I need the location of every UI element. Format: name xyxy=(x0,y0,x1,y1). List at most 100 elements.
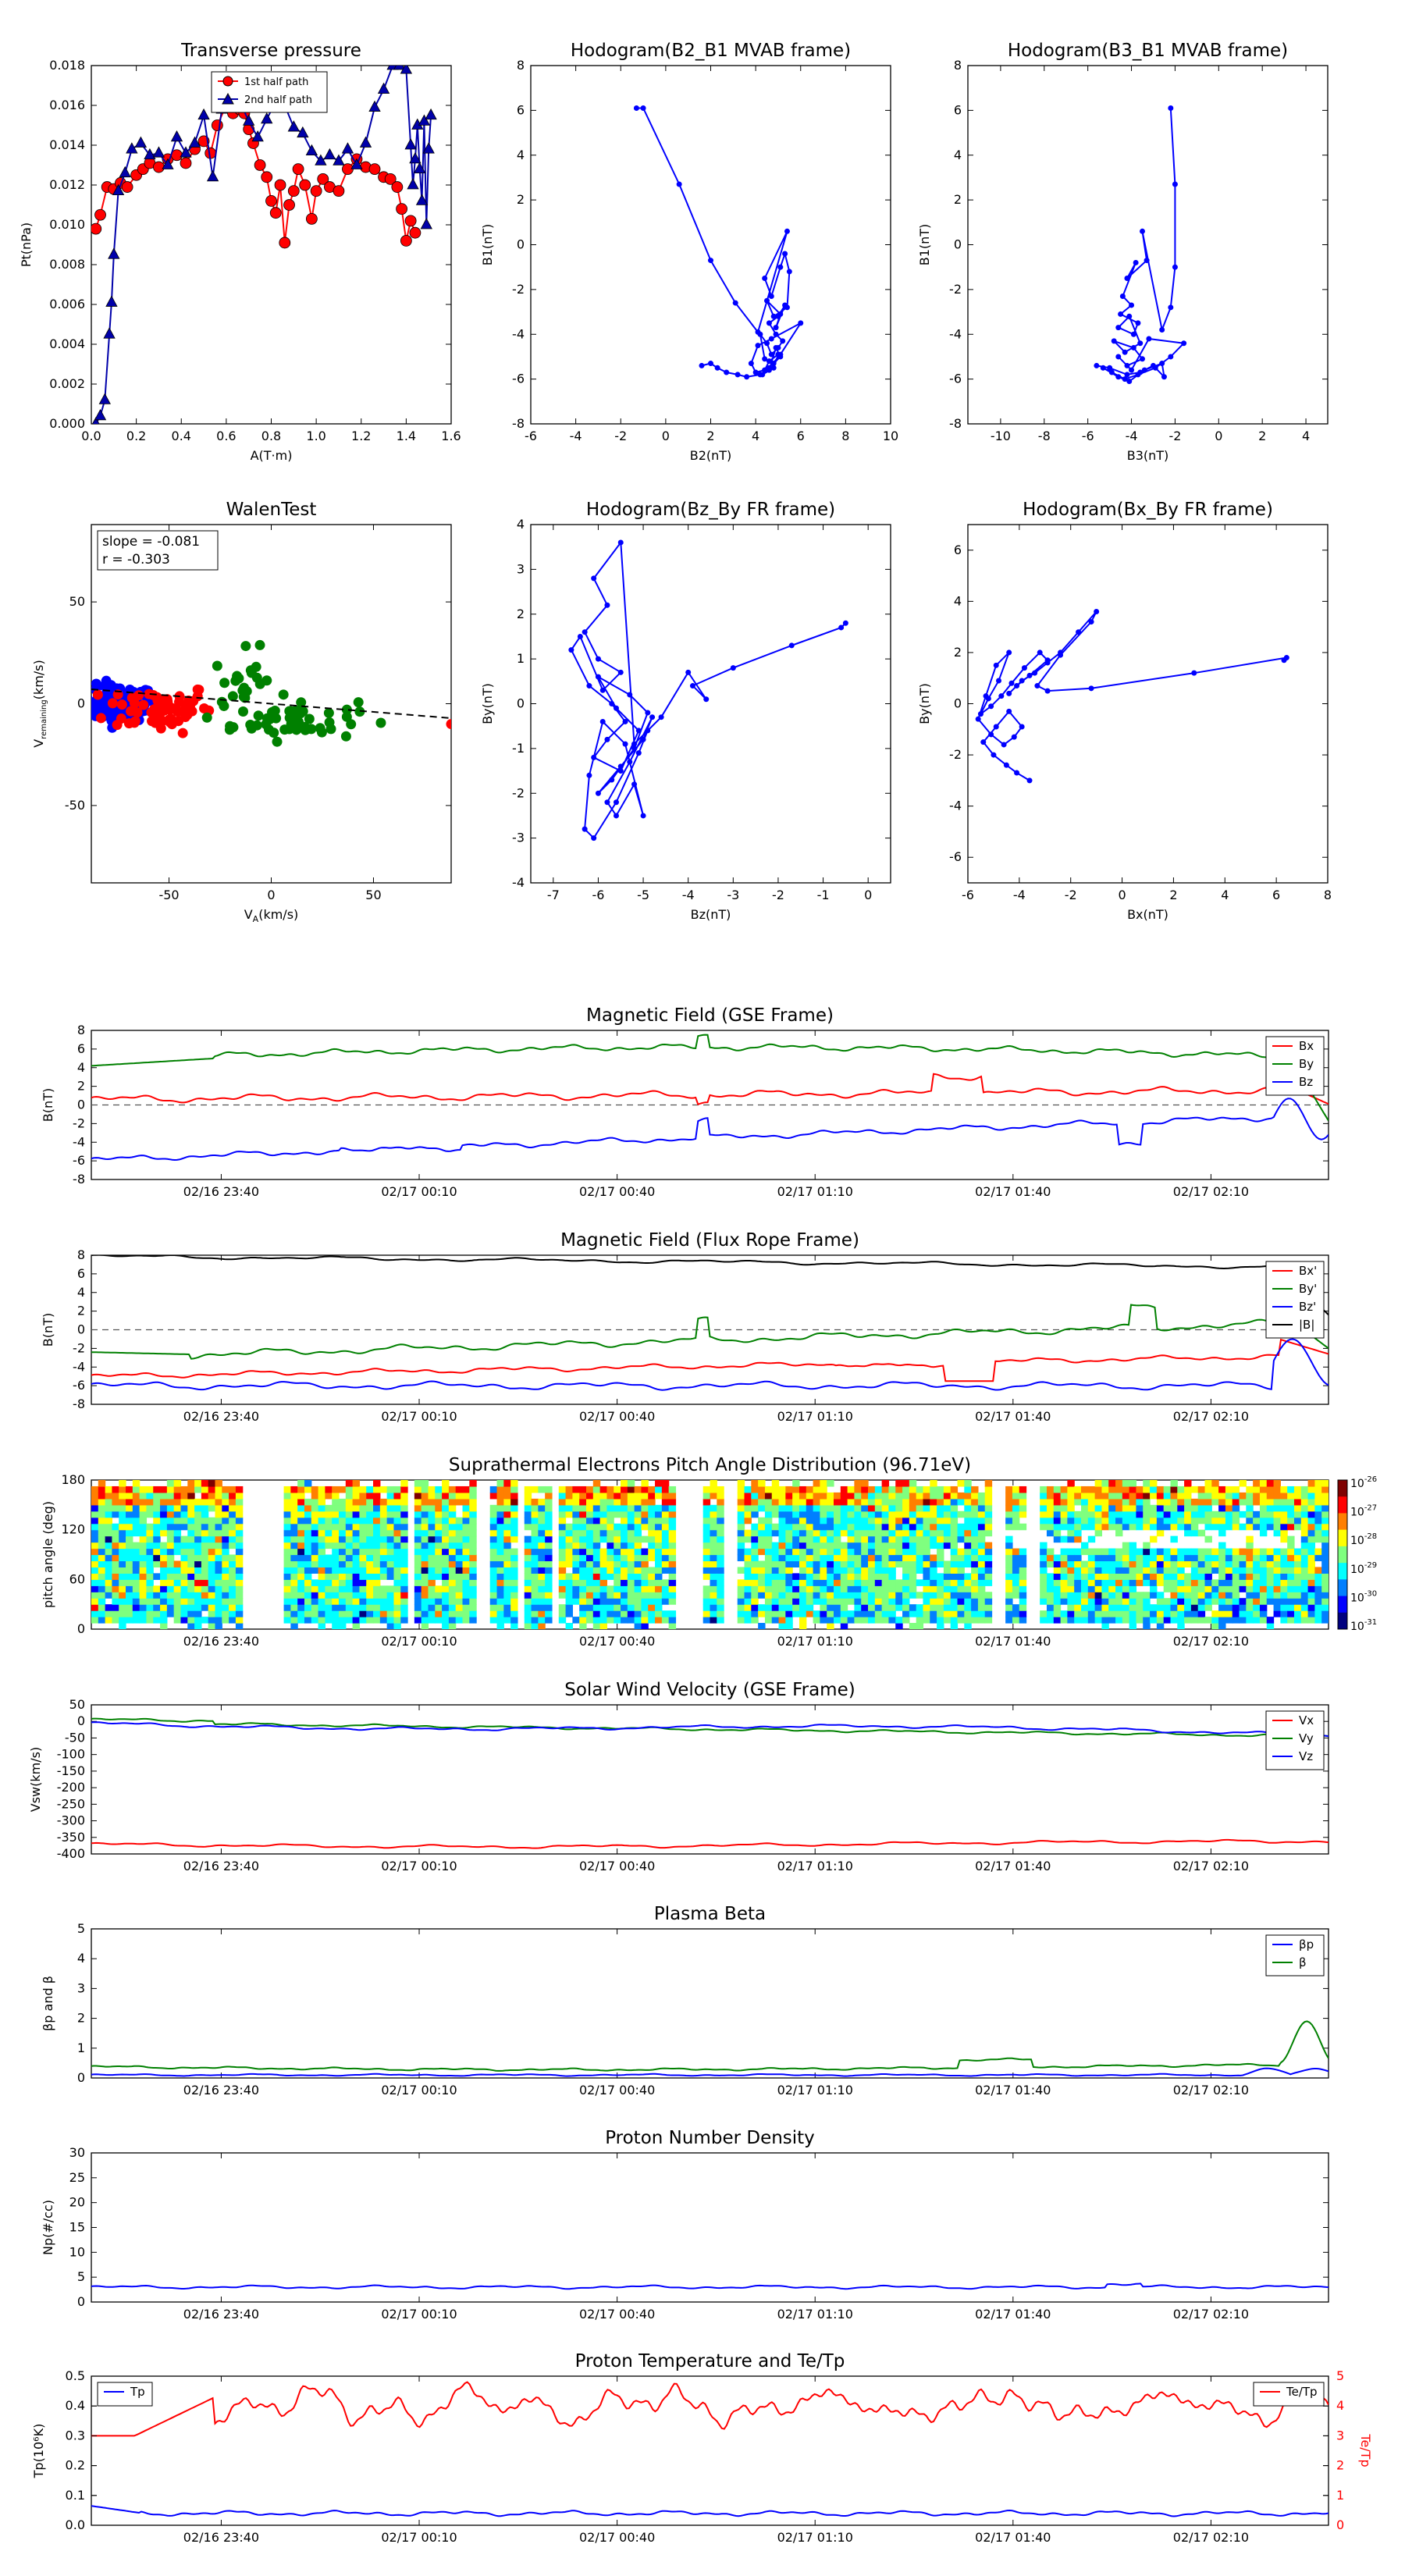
pitch-angle-cell xyxy=(352,1598,361,1605)
pitch-angle-cell xyxy=(510,1560,518,1568)
pitch-angle-cell xyxy=(462,1492,470,1500)
pitch-angle-cell xyxy=(847,1585,855,1592)
pitch-angle-cell xyxy=(606,1492,614,1500)
pitch-angle-cell xyxy=(930,1517,937,1525)
hodogram-bz-by-point xyxy=(613,813,619,819)
pitch-angle-cell xyxy=(112,1579,119,1586)
pitch-angle-cell xyxy=(359,1585,367,1592)
pitch-angle-cell xyxy=(201,1529,209,1537)
pitch-angle-ytick-label: 180 xyxy=(61,1472,85,1487)
pitch-angle-cell xyxy=(379,1610,388,1617)
pitch-angle-cell xyxy=(235,1485,244,1493)
pitch-angle-cell xyxy=(91,1504,99,1512)
pitch-angle-cell xyxy=(421,1492,429,1500)
pitch-angle-cell xyxy=(661,1598,670,1605)
pitch-angle-cell xyxy=(283,1592,291,1599)
pitch-angle-cell xyxy=(139,1554,148,1562)
transverse-pressure-series-1-point xyxy=(261,171,273,183)
pitch-angle-cell xyxy=(1190,1567,1199,1574)
pitch-angle-cell xyxy=(1053,1579,1062,1586)
pitch-angle-cell xyxy=(98,1610,106,1617)
pitch-angle-cell xyxy=(627,1548,635,1556)
pitch-angle-cell xyxy=(503,1573,511,1580)
pitch-angle-cell xyxy=(606,1585,614,1592)
pitch-angle-cell xyxy=(895,1510,903,1518)
pitch-angle-cell xyxy=(1232,1492,1240,1500)
hodogram-b2-b1-point xyxy=(770,361,777,367)
pitch-angle-cell xyxy=(215,1554,222,1562)
pitch-angle-cell xyxy=(1122,1504,1130,1512)
pitch-angle-cell xyxy=(764,1617,773,1624)
pitch-angle-cell xyxy=(1314,1480,1322,1487)
pitch-angle-cell xyxy=(916,1560,924,1568)
pitch-angle-cell xyxy=(1307,1567,1315,1574)
pitch-angle-cell xyxy=(861,1492,869,1500)
pitch-angle-cell xyxy=(1246,1504,1254,1512)
pitch-angle-cell xyxy=(744,1573,752,1580)
pitch-angle-cell xyxy=(538,1604,546,1611)
pitch-angle-cell xyxy=(558,1485,567,1493)
pitch-angle-cell xyxy=(971,1510,979,1518)
pitch-angle-cell xyxy=(98,1517,106,1525)
pitch-angle-colorbar-label-base: 10 xyxy=(1350,1535,1364,1547)
pitch-angle-cell xyxy=(455,1598,464,1605)
pitch-angle-cell xyxy=(668,1617,677,1624)
pitch-angle-cell xyxy=(606,1617,614,1624)
pitch-angle-cell xyxy=(332,1504,340,1512)
pitch-angle-cell xyxy=(1094,1573,1103,1580)
pitch-angle-cell xyxy=(916,1510,924,1518)
pitch-angle-cell xyxy=(957,1554,965,1562)
pitch-angle-cell xyxy=(112,1498,119,1506)
pitch-angle-cell xyxy=(386,1604,395,1611)
proton-temperature-title: Proton Temperature and Te/Tp xyxy=(575,2351,845,2371)
pitch-angle-cell xyxy=(524,1485,532,1493)
pitch-angle-cell xyxy=(586,1517,594,1525)
pitch-angle-cell xyxy=(565,1529,573,1537)
pitch-angle-cell xyxy=(1314,1504,1322,1512)
pitch-angle-cell xyxy=(393,1529,401,1537)
pitch-angle-cell xyxy=(1163,1579,1172,1586)
pitch-angle-cell xyxy=(503,1510,511,1518)
pitch-angle-cell xyxy=(950,1510,959,1518)
pitch-angle-cell xyxy=(1314,1610,1322,1617)
pitch-angle-cell xyxy=(1246,1535,1254,1543)
pitch-angle-cell xyxy=(1287,1510,1295,1518)
pitch-angle-cell xyxy=(977,1492,986,1500)
pitch-angle-cell xyxy=(428,1529,436,1537)
pitch-angle-cell xyxy=(558,1517,567,1525)
pitch-angle-cell xyxy=(283,1598,291,1605)
pitch-angle-cell xyxy=(592,1517,601,1525)
pitch-angle-cell xyxy=(764,1573,773,1580)
pitch-angle-cell xyxy=(510,1548,518,1556)
pitch-angle-cell xyxy=(634,1560,642,1568)
pitch-angle-cell xyxy=(448,1554,457,1562)
pitch-angle-cell xyxy=(126,1598,133,1605)
pitch-angle-cell xyxy=(379,1573,388,1580)
pitch-angle-cell xyxy=(166,1554,175,1562)
pitch-angle-cell xyxy=(496,1480,504,1487)
pitch-angle-cell xyxy=(943,1542,951,1550)
pitch-angle-cell xyxy=(572,1579,580,1586)
pitch-angle-cell xyxy=(847,1617,855,1624)
hodogram-b3-b1-point xyxy=(1146,336,1152,342)
pitch-angle-cell xyxy=(187,1567,195,1574)
pitch-angle-cell xyxy=(448,1579,457,1586)
pitch-angle-cell xyxy=(1204,1492,1212,1500)
pitch-angle-cell xyxy=(1170,1492,1178,1500)
pitch-angle-cell xyxy=(91,1592,99,1599)
pitch-angle-cell xyxy=(173,1604,182,1611)
pitch-angle-cell xyxy=(1067,1579,1075,1586)
pitch-angle-cell xyxy=(345,1480,354,1487)
pitch-angle-cell xyxy=(1074,1548,1082,1556)
pitch-angle-cell xyxy=(943,1573,951,1580)
pitch-angle-cell xyxy=(1067,1604,1075,1611)
pitch-angle-cell xyxy=(91,1554,99,1562)
pitch-angle-cell xyxy=(366,1492,374,1500)
pitch-angle-cell xyxy=(297,1504,305,1512)
pitch-angle-cell xyxy=(1115,1480,1123,1487)
pitch-angle-cell xyxy=(442,1529,450,1537)
pitch-angle-cell xyxy=(469,1610,477,1617)
pitch-angle-cell xyxy=(778,1548,786,1556)
pitch-angle-cell xyxy=(139,1573,148,1580)
